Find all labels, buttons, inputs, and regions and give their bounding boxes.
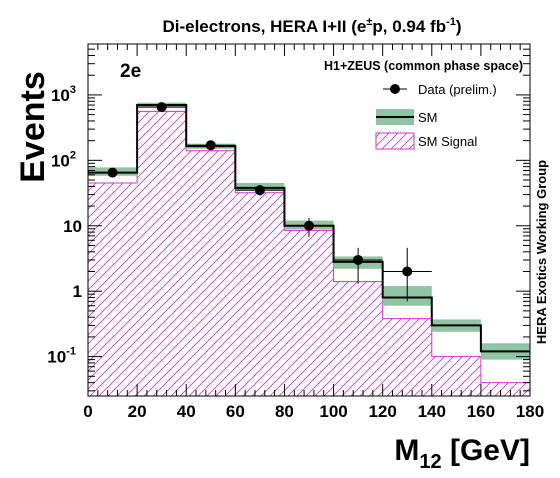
side-label: HERA Exotics Working Group <box>534 160 549 344</box>
data-points-layer <box>88 102 432 302</box>
y-tick-label: 103 <box>51 84 76 105</box>
signal-bar <box>137 111 187 396</box>
data-point <box>205 140 216 151</box>
signal-bar <box>480 382 530 396</box>
signal-bar <box>333 281 383 396</box>
x-tick-label: 100 <box>319 402 347 421</box>
data-point <box>353 254 364 265</box>
signal-bar <box>382 318 432 396</box>
x-tick-label: 0 <box>83 402 92 421</box>
channel-label: 2e <box>120 61 141 82</box>
signal-bar <box>235 192 285 396</box>
y-tick-label: 10 <box>63 217 82 236</box>
y-axis-label: Events <box>14 71 52 183</box>
signal-hatch-layer <box>87 110 531 396</box>
x-tick-label: 40 <box>177 402 196 421</box>
x-axis-label: M12 [GeV] <box>394 434 530 473</box>
x-tick-label: 60 <box>226 402 245 421</box>
data-point <box>107 167 118 178</box>
legend-signal-label: SM Signal <box>418 134 477 149</box>
data-point <box>156 102 167 113</box>
x-tick-label: 140 <box>418 402 446 421</box>
legend-signal-swatch <box>375 132 415 150</box>
legend-data-label: Data (prelim.) <box>418 82 497 97</box>
legend: Data (prelim.) SM SM Signal <box>375 82 497 150</box>
signal-bar <box>284 230 334 396</box>
chart-title: Di-electrons, HERA I+II (e±p, 0.94 fb-1) <box>162 16 461 36</box>
x-tick-label: 20 <box>128 402 147 421</box>
signal-bar <box>88 183 138 396</box>
y-tick-label: 102 <box>51 149 76 170</box>
data-point <box>402 266 413 277</box>
phase-space-label: H1+ZEUS (common phase space) <box>324 59 523 73</box>
signal-bar <box>186 150 236 396</box>
y-tick-label: 10-1 <box>47 346 76 367</box>
data-point <box>304 220 314 231</box>
legend-sm-label: SM <box>418 110 438 125</box>
x-tick-label: 120 <box>368 402 396 421</box>
plot-frame <box>87 43 531 397</box>
x-tick-label: 80 <box>275 402 294 421</box>
data-point <box>254 185 265 196</box>
signal-bar <box>431 356 481 396</box>
x-tick-label: 180 <box>516 402 544 421</box>
x-tick-label: 160 <box>467 402 495 421</box>
y-tick-label: 1 <box>73 282 82 301</box>
